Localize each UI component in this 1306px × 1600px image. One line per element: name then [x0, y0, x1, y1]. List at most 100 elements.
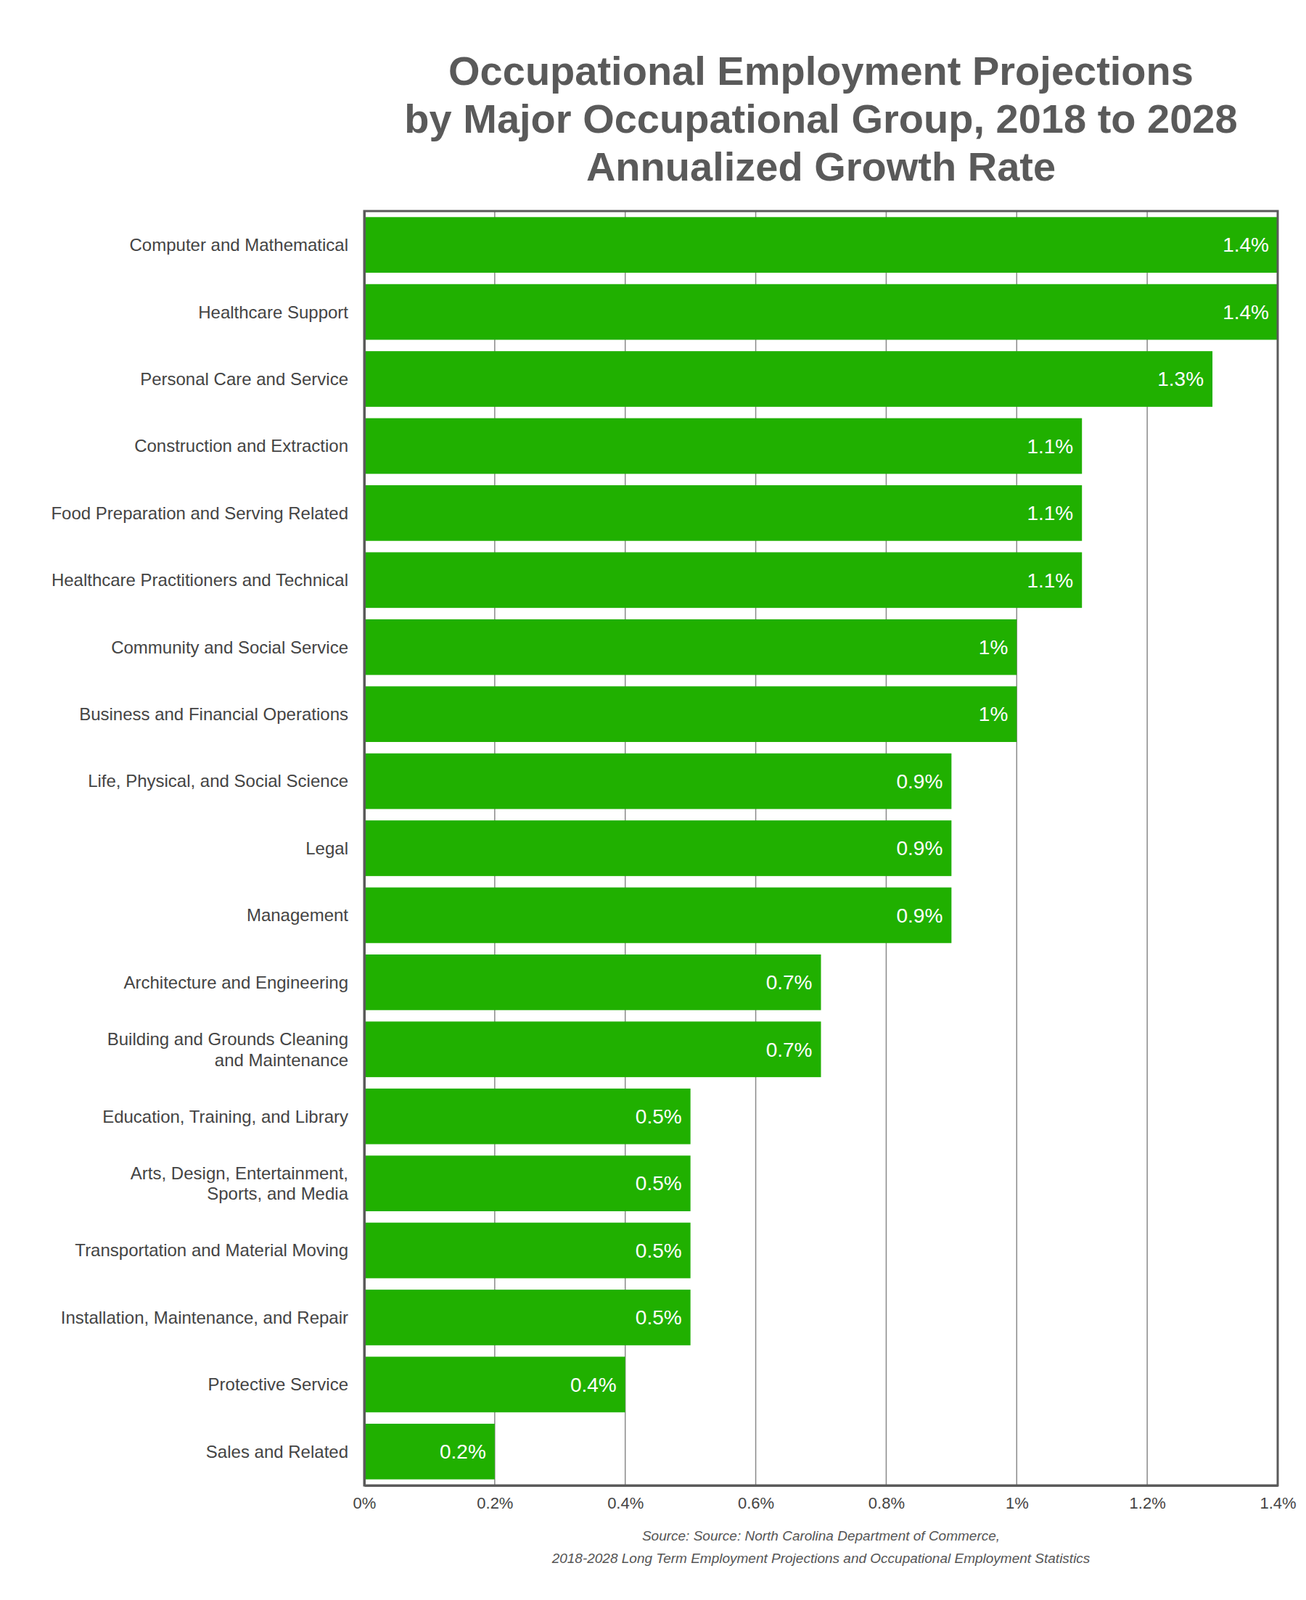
data-label: 1.4% [1222, 301, 1269, 324]
bar [364, 888, 952, 944]
x-tick-label: 1% [1005, 1494, 1029, 1513]
x-tick-label: 0.4% [607, 1494, 644, 1513]
bars [364, 216, 1278, 1480]
bar [364, 820, 952, 877]
bar [364, 1357, 626, 1414]
data-label: 1.1% [1026, 569, 1074, 593]
y-tick-label: Personal Care and Service [140, 369, 349, 389]
y-tick-label: Construction and Extraction [134, 436, 349, 456]
data-label: 0.4% [570, 1374, 617, 1397]
bar [364, 418, 1082, 475]
bar [364, 1155, 691, 1212]
title: Occupational Employment Projectionsby Ma… [404, 47, 1238, 190]
y-tick: Arts, Design, Entertainment,Sports, and … [130, 1163, 365, 1205]
data-label: 0.9% [896, 904, 944, 928]
plot-frame [364, 211, 1278, 1486]
y-tick: Education, Training, and Library [102, 1107, 365, 1127]
chart: Occupational Employment Projectionsby Ma… [0, 0, 1306, 1600]
y-tick: Personal Care and Service [140, 369, 365, 389]
y-tick: Sales and Related [206, 1442, 365, 1462]
data-label: 1.3% [1157, 367, 1204, 391]
data-label: 0.7% [766, 971, 813, 995]
data-label: 1.4% [1222, 233, 1269, 257]
y-tick: Installation, Maintenance, and Repair [60, 1308, 365, 1328]
data-label: 1.1% [1026, 502, 1074, 525]
y-tick: Business and Financial Operations [79, 704, 365, 725]
x-axis-line [364, 1485, 1279, 1488]
y-tick: Healthcare Practitioners and Technical [51, 570, 365, 590]
x-axis: 0% 0.2% 0.4% 0.6% 0.8% 1% 1.2% 1.4% [353, 1485, 1297, 1513]
bar [364, 1223, 691, 1280]
data-label: 0.5% [635, 1239, 683, 1263]
x-tick: 0.2% [476, 1485, 513, 1513]
y-tick-label: Food Preparation and Serving Related [50, 503, 349, 524]
y-tick: Legal [305, 838, 365, 859]
y-tick: Food Preparation and Serving Related [50, 503, 365, 524]
y-tick: Protective Service [208, 1374, 365, 1395]
data-label: 0.5% [635, 1172, 683, 1195]
bar [364, 1290, 691, 1346]
x-tick: 1.4% [1259, 1485, 1296, 1513]
x-tick: 0.4% [607, 1485, 644, 1513]
bar [364, 686, 1017, 743]
data-label: 1.1% [1026, 435, 1074, 458]
data-label: 0.9% [896, 837, 944, 860]
y-tick: Life, Physical, and Social Science [87, 771, 365, 791]
data-label: 0.5% [635, 1105, 683, 1129]
y-axis: Computer and Mathematical Healthcare Supp… [50, 211, 365, 1487]
data-label: 0.2% [439, 1440, 487, 1464]
x-tick-label: 1.2% [1129, 1494, 1166, 1513]
x-tick-label: 0.2% [476, 1494, 513, 1513]
bar [364, 485, 1082, 542]
data-label: 0.7% [766, 1038, 813, 1062]
y-tick: Community and Social Service [111, 637, 365, 658]
y-tick: Management [246, 905, 365, 926]
y-tick-label: Life, Physical, and Social Science [87, 771, 349, 791]
y-tick-label: Computer and Mathematical [129, 235, 349, 255]
x-tick: 1% [1005, 1485, 1029, 1513]
y-tick-label: Transportation and Material Moving [74, 1240, 349, 1261]
x-tick-label: 0.8% [868, 1494, 905, 1513]
y-tick-label: Healthcare Support [198, 301, 349, 322]
data-label: 1% [978, 703, 1008, 726]
y-tick-label: Business and Financial Operations [79, 704, 349, 725]
y-tick-label: Education, Training, and Library [102, 1107, 349, 1127]
x-tick: 0.8% [868, 1485, 905, 1513]
y-tick: Architecture and Engineering [123, 972, 365, 993]
y-tick-label: Architecture and Engineering [123, 972, 349, 993]
y-tick-label: Installation, Maintenance, and Repair [60, 1308, 349, 1328]
bar [364, 284, 1278, 341]
bar [364, 753, 952, 810]
y-tick: Healthcare Support [198, 301, 365, 322]
bar [364, 1021, 822, 1078]
data-label: 0.5% [635, 1306, 683, 1330]
y-axis-line [363, 211, 366, 1487]
y-tick-label: Management [246, 905, 349, 926]
data-label: 0.9% [896, 770, 944, 794]
y-tick: Computer and Mathematical [129, 235, 365, 255]
data-label: 1% [978, 636, 1008, 659]
grid [364, 211, 1278, 1486]
data-labels: 1.4% 1.4% 1.3% 1.1% 1.1% 1.1% 1% 1% 0.9% 0.9% 0.9%… [439, 233, 1269, 1464]
bar [364, 552, 1082, 609]
bar [364, 954, 822, 1011]
y-tick-label: Sales and Related [206, 1442, 349, 1462]
grid-line [363, 211, 365, 1486]
x-tick-label: 0% [353, 1494, 377, 1513]
y-tick-label: Arts, Design, Entertainment,Sports, and … [130, 1163, 349, 1205]
y-tick: Building and Grounds Cleaningand Mainten… [107, 1029, 365, 1071]
y-tick: Construction and Extraction [134, 436, 365, 456]
y-tick-label: Building and Grounds Cleaningand Mainten… [107, 1029, 349, 1071]
x-tick-label: 0.6% [737, 1494, 775, 1513]
x-tick: 0% [353, 1485, 377, 1513]
y-tick-label: Protective Service [208, 1374, 349, 1395]
bar [364, 1424, 495, 1481]
x-tick-label: 1.4% [1259, 1494, 1296, 1513]
bar [364, 619, 1017, 676]
bar [364, 1089, 691, 1145]
bar [364, 351, 1213, 408]
y-tick-label: Community and Social Service [111, 637, 349, 658]
source: Source: Source: North Carolina Departmen… [551, 1528, 1091, 1567]
y-tick: Transportation and Material Moving [74, 1240, 365, 1261]
y-tick-label: Legal [305, 838, 349, 859]
